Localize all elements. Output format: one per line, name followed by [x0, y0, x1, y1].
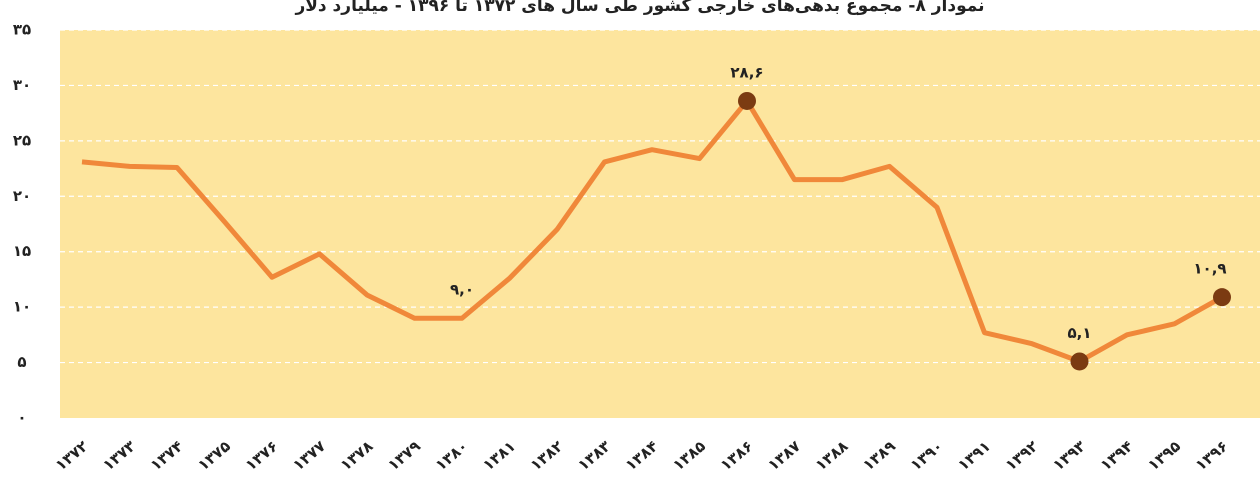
- marker: [1070, 352, 1089, 371]
- x-tick-label: ۱۳۸۳: [574, 437, 614, 474]
- x-tick-label: ۱۳۸۵: [669, 437, 709, 474]
- x-tick-label: ۱۳۹۵: [1144, 437, 1184, 474]
- y-tick-label: ۰: [17, 409, 26, 427]
- x-tick-label: ۱۳۷۶: [242, 437, 282, 474]
- marker: [738, 91, 756, 110]
- x-tick-label: ۱۳۷۹: [384, 437, 424, 474]
- x-tick-label: ۱۳۸۷: [764, 437, 804, 474]
- x-tick-label: ۱۳۸۹: [859, 437, 899, 474]
- value-label: ۵,۱: [1067, 324, 1091, 342]
- x-tick-label: ۱۳۷۷: [289, 437, 329, 474]
- y-tick-label: ۳۰: [13, 76, 31, 94]
- x-tick-label: ۱۳۷۵: [194, 437, 234, 474]
- x-tick-label: ۱۳۷۸: [337, 437, 377, 474]
- y-tick-label: ۳۵: [13, 21, 31, 39]
- x-tick-label: ۱۳۹۲: [1002, 437, 1042, 474]
- x-tick-label: ۱۳۹۰: [907, 437, 947, 474]
- x-tick-label: ۱۳۹۶: [1192, 437, 1232, 474]
- x-tick-label: ۱۳۷۲: [52, 437, 92, 474]
- value-label: ۹,۰: [450, 281, 474, 299]
- y-tick-label: ۲۰: [13, 187, 31, 205]
- x-tick-label: ۱۳۹۴: [1097, 437, 1137, 474]
- value-label: ۱۰,۹: [1193, 260, 1226, 278]
- value-label: ۲۸,۶: [730, 63, 763, 81]
- y-tick-label: ۱۵: [13, 242, 31, 260]
- x-tick-label: ۱۳۷۴: [147, 437, 187, 474]
- x-tick-label: ۱۳۸۲: [527, 437, 567, 474]
- x-tick-label: ۱۳۹۱: [954, 437, 994, 474]
- x-tick-label: ۱۳۸۸: [812, 437, 852, 474]
- marker: [1213, 288, 1231, 307]
- x-tick-label: ۱۳۸۴: [622, 437, 662, 474]
- chart-title: نمودار ۸- مجموع بدهی‌های خارجی کشور طی س…: [294, 0, 984, 16]
- y-tick-label: ۱۰: [13, 298, 31, 316]
- line: [81, 98, 1224, 364]
- x-tick-label: ۱۳۷۳: [99, 437, 139, 474]
- x-tick-label: ۱۳۸۶: [717, 437, 757, 474]
- x-tick-label: ۱۳۹۳: [1049, 437, 1089, 474]
- x-tick-label: ۱۳۸۱: [479, 437, 519, 474]
- y-tick-label: ۲۵: [13, 131, 31, 149]
- y-tick-label: ۵: [17, 353, 26, 371]
- x-tick-label: ۱۳۸۰: [432, 437, 472, 474]
